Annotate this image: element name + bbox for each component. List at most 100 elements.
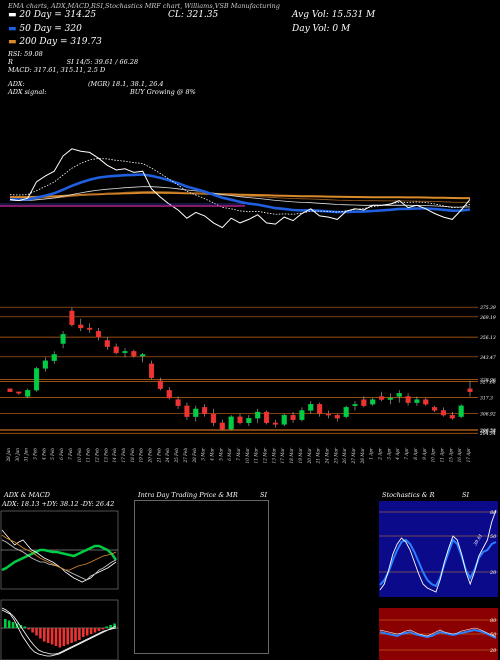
ema-20-line [9, 173, 471, 214]
macd-histogram-bar [66, 628, 69, 645]
x-tick-label: 3 Feb [33, 448, 38, 460]
x-tick-label: 21 Mar [316, 447, 321, 464]
candle-body [361, 399, 367, 406]
avg-volume: Avg Vol: 15.531 M [292, 10, 376, 20]
x-tick-label: 31 Jan [24, 448, 29, 462]
macd-value: MACD: 317.61, 315.11, 2.5 D [8, 66, 106, 74]
level-label: 375.39 [480, 305, 496, 311]
candle-body [122, 351, 128, 354]
ema50-swatch: ▬ [8, 24, 17, 34]
stoch-rsi-svg: 80 50 20 39.61 80 50 20 [379, 501, 498, 660]
macd-histogram-bar [82, 628, 85, 637]
x-tick-label: 2 Apr [378, 447, 383, 461]
candle-body [378, 396, 385, 400]
adx-macd-svg [0, 510, 119, 660]
x-tick-label: 17 Feb [121, 448, 126, 463]
candle-body [228, 416, 234, 430]
candle-body [255, 411, 261, 419]
candle-body [69, 310, 75, 326]
x-tick-label: 24 Feb [165, 448, 170, 464]
candle-body [237, 416, 243, 424]
stoch-label-50: 50 [490, 534, 497, 540]
candle-body [299, 410, 305, 420]
adx-macd-panel: ADX & MACD ADX: 18.13 +DY: 38.12 -DY: 26… [0, 488, 120, 660]
candle-body [272, 422, 278, 425]
x-tick-label: 27 Mar [351, 447, 356, 464]
intraday-title: Intra Day Trading Price & MR [138, 491, 238, 499]
chart-header-line: EMA charts, ADX,MACD,RSI,Stochastics MRF… [8, 2, 280, 10]
x-tick-label: 7 Feb [68, 448, 73, 460]
intraday-panel: Intra Day Trading Price & MR SI [128, 488, 273, 660]
adx-signal-value: BUY Growing @ 8% [130, 88, 196, 96]
macd-histogram-bar [50, 628, 54, 645]
x-tick-label: 10 Mar [245, 447, 250, 463]
candle-body [432, 407, 438, 411]
candle-body [440, 410, 447, 416]
adx-signal-label: ADX signal: [8, 88, 47, 96]
candle-body [202, 407, 208, 414]
candle-body [290, 414, 296, 420]
x-tick-label: 3 Apr [386, 447, 391, 460]
candle-body [334, 414, 340, 419]
macd-histogram-bar [46, 628, 50, 643]
candle-body [387, 397, 393, 400]
candle-body [308, 404, 314, 411]
candle-body [449, 414, 455, 419]
macd-histogram-bar [35, 628, 38, 636]
macd-histogram-bar [4, 619, 7, 628]
candle-body [263, 411, 270, 424]
ema-100-line [10, 190, 470, 203]
x-tick-label: 13 Feb [103, 448, 108, 463]
level-label: 356.13 [480, 335, 496, 341]
x-tick-label: 13 Mar [271, 447, 276, 463]
candlesticks [7, 307, 473, 431]
x-tick-label: 6 Feb [59, 448, 64, 460]
candle-body [343, 407, 349, 417]
candle-body [51, 354, 57, 361]
candle-body [396, 393, 402, 397]
macd-histogram-bar [7, 620, 11, 628]
candle-body [95, 330, 102, 338]
x-tick-label: 7 Mar [236, 447, 241, 461]
ema20-label: ▬ 20 Day = 314.25 [8, 10, 96, 20]
candle-body [246, 418, 252, 424]
adx-macd-title: ADX & MACD [4, 491, 50, 499]
macd-histogram-bar [23, 626, 27, 628]
x-tick-label: 26 Mar [342, 447, 347, 464]
macd-histogram-bar [93, 628, 97, 633]
si-value: R SI 14/5: 39.61 / 66.28 [8, 58, 139, 66]
x-tick-label: 19 Mar [298, 447, 303, 463]
x-tick-label: 11 Apr [439, 447, 444, 462]
x-axis-labels: 28 Jan 30 Jan 31 Jan 3 Feb 4 Feb 5 Feb 6 Feb 7 … [6, 447, 471, 464]
intraday-si: SI [260, 491, 268, 499]
x-tick-label: 17 Apr [466, 447, 471, 462]
macd-histogram-bar [74, 628, 77, 642]
macd-histogram-bar [11, 622, 15, 628]
candle-body [175, 399, 181, 406]
x-tick-label: 11 Feb [86, 448, 91, 463]
candle-body [184, 405, 190, 417]
ema20-value: 20 Day = 314.25 [19, 10, 97, 20]
stoch-title: Stochastics & R [382, 491, 435, 499]
rsi-label-50: 50 [490, 632, 497, 638]
x-tick-label: 9 Apr [422, 447, 427, 460]
x-tick-label: 27 Feb [183, 448, 188, 464]
x-tick-label: 28 Jan [6, 448, 11, 463]
candle-body [16, 391, 22, 394]
close-price: CL: 321.35 [168, 10, 219, 20]
x-tick-label: 25 Feb [174, 448, 179, 464]
level-label: 296.58 [479, 428, 496, 434]
candle-body [325, 413, 332, 416]
x-tick-label: 20 Feb [148, 448, 153, 464]
candle-body [33, 368, 40, 391]
candle-body [219, 422, 225, 430]
adx-values: (MGR) 18.1, 38.1, 26.4 [88, 80, 164, 88]
candle-body [370, 399, 376, 405]
candle-body [104, 340, 110, 347]
ema200-label: ▬ 200 Day = 319.73 [8, 37, 102, 47]
intraday-box [134, 500, 269, 654]
x-tick-label: 12 Mar [263, 447, 268, 463]
x-tick-label: 24 Mar [324, 447, 329, 464]
